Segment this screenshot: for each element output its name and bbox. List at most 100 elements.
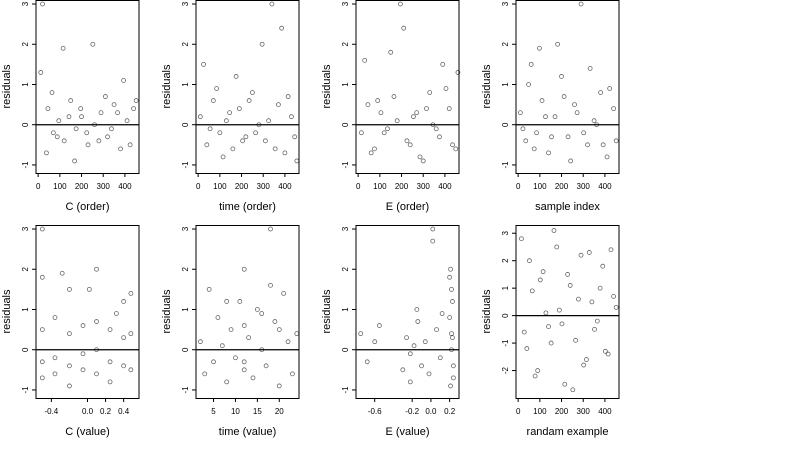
data-point — [214, 86, 220, 91]
x-tick-label: 100 — [373, 182, 387, 191]
data-point — [415, 319, 421, 324]
data-point — [259, 311, 265, 316]
data-point — [94, 371, 99, 377]
y-tick-label: 0 — [21, 347, 30, 352]
data-point — [121, 299, 127, 304]
y-axis-label: residuals — [161, 289, 173, 334]
data-point — [121, 335, 127, 341]
x-tick-label: 0 — [356, 182, 361, 191]
data-point — [94, 266, 99, 272]
y-tick-label: 2 — [21, 266, 30, 271]
y-tick-label: 2 — [501, 258, 510, 263]
x-tick-label: 400 — [438, 182, 452, 191]
data-point — [56, 118, 62, 124]
data-point — [224, 379, 230, 385]
data-point — [107, 359, 113, 365]
data-point — [407, 379, 413, 385]
data-point — [586, 250, 592, 255]
data-point — [114, 311, 119, 316]
y-tick-label: 0 — [181, 122, 190, 127]
data-point — [437, 355, 443, 361]
data-point — [237, 299, 243, 304]
x-tick-label: 100 — [213, 182, 227, 191]
data-point — [424, 106, 429, 112]
x-tick-label: 100 — [53, 182, 67, 191]
data-point — [204, 142, 210, 148]
data-point — [589, 299, 595, 305]
data-point — [604, 154, 610, 160]
y-tick-label: 0 — [341, 122, 350, 127]
data-point — [121, 363, 127, 369]
data-point — [246, 335, 251, 341]
data-point — [576, 296, 581, 302]
data-point — [86, 286, 92, 292]
data-point — [39, 375, 45, 381]
data-point — [539, 98, 545, 103]
x-tick-label: 10 — [231, 407, 240, 416]
data-point — [52, 371, 58, 377]
y-tick-label: -1 — [181, 386, 190, 394]
data-point — [543, 310, 549, 316]
data-point — [592, 326, 597, 332]
y-tick-label: -2 — [501, 366, 510, 374]
data-point — [50, 130, 56, 136]
data-point — [400, 367, 406, 373]
data-point — [96, 138, 102, 144]
y-tick-label: -1 — [341, 386, 350, 394]
data-point — [365, 102, 371, 108]
data-point — [240, 138, 246, 144]
points — [38, 1, 139, 164]
x-axis-label: randam example — [527, 426, 609, 438]
data-point — [388, 49, 394, 55]
data-point — [546, 324, 551, 330]
data-point — [517, 110, 523, 116]
data-point — [60, 45, 66, 51]
data-point — [241, 266, 247, 272]
data-point — [404, 138, 410, 144]
panel-1: 0 100 200 300 400 -1 0 1 2 3 C (order) residuals — [1, 0, 140, 213]
data-point — [90, 41, 96, 47]
data-point — [555, 41, 561, 47]
data-point — [210, 98, 216, 103]
data-point — [600, 142, 606, 148]
data-point — [449, 331, 454, 337]
data-point — [254, 307, 260, 312]
data-point — [524, 346, 530, 351]
data-point — [450, 335, 455, 341]
y-tick-label: 1 — [21, 307, 30, 312]
x-tick-label: 200 — [395, 182, 409, 191]
data-point — [449, 286, 454, 292]
x-tick-label: 0 — [36, 182, 41, 191]
x-tick-label: 400 — [598, 182, 612, 191]
data-point — [39, 359, 45, 365]
data-point — [554, 244, 560, 250]
data-point — [591, 118, 597, 124]
panel-6: 5 10 15 20 -1 0 1 2 3 time (value) residuals — [161, 225, 300, 438]
data-point — [422, 339, 428, 345]
points — [39, 226, 134, 389]
data-point — [358, 331, 364, 337]
data-point — [551, 228, 557, 233]
data-point — [133, 98, 139, 103]
x-tick-label: 20 — [275, 407, 284, 416]
data-point — [611, 293, 616, 299]
data-point — [94, 319, 99, 324]
data-point — [211, 359, 216, 365]
panel-4: 0 100 200 300 400 -1 0 1 2 3 sample index residuals — [481, 0, 620, 213]
points — [358, 226, 456, 389]
data-point — [565, 272, 571, 277]
data-point — [67, 286, 72, 292]
data-point — [594, 318, 600, 324]
data-point — [52, 355, 58, 361]
data-point — [276, 327, 282, 333]
data-point — [259, 347, 265, 353]
y-tick-label: 1 — [501, 82, 510, 87]
data-point — [127, 142, 133, 148]
data-point — [105, 134, 110, 140]
data-point — [607, 86, 613, 91]
data-point — [109, 126, 114, 132]
data-point — [411, 343, 417, 349]
data-point — [54, 134, 60, 140]
x-axis-label: E (order) — [386, 201, 429, 213]
data-point — [377, 323, 382, 328]
